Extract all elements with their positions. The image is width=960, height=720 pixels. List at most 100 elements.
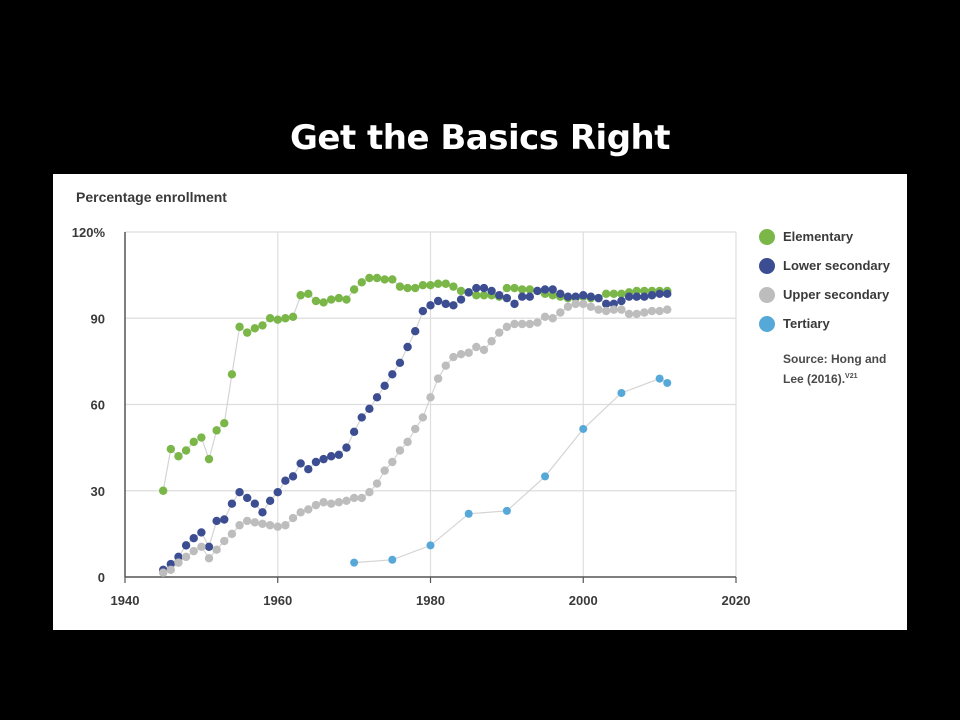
upper-secondary-point [601,306,611,316]
lower-secondary-point [640,292,649,301]
lower-secondary-point [540,285,550,294]
elementary-point [525,285,534,294]
upper-secondary-point [158,568,168,577]
source-superscript: V21 [845,373,858,380]
upper-secondary-point [426,393,435,402]
lower-secondary-point [609,299,618,309]
elementary-point [227,370,237,379]
tertiary-point [655,374,664,383]
lower-secondary-point [487,286,496,296]
upper-secondary-point [403,437,412,447]
source-note: Source: Hong and Lee (2016).V21 [783,351,898,388]
lower-secondary-point [243,493,252,503]
upper-secondary-point [418,413,428,422]
elementary-point [342,295,351,304]
upper-secondary-point [327,499,336,508]
elementary-point [617,289,626,299]
lower-secondary-point [411,326,420,336]
elementary-point [189,437,198,447]
lower-secondary-point [365,404,374,414]
elementary-point [181,446,191,455]
lower-secondary-point [227,499,237,508]
upper-secondary-point [166,565,176,575]
lower-secondary-point [250,499,260,508]
elementary-point [517,285,527,294]
upper-secondary-point [525,319,534,329]
elementary-point [311,296,321,306]
upper-secondary-point [388,457,397,467]
elementary-point [327,295,336,304]
lower-secondary-point [395,358,405,368]
upper-secondary-point [556,308,565,317]
upper-secondary-point [357,493,366,503]
tertiary-point [502,506,511,515]
lower-secondary-point [594,293,603,303]
lower-secondary-point [426,301,435,310]
upper-secondary-point [517,319,527,329]
elementary-point [472,291,481,300]
upper-secondary-point [540,312,550,322]
tertiary-point [579,424,588,433]
enrollment-chart: 0 30 60 90 120% 1940 1960 1980 2000 2020 [72,225,751,608]
tertiary-point [663,378,672,387]
upper-secondary-point [640,308,649,317]
elementary-point [365,273,374,283]
lower-secondary-point [334,450,344,460]
upper-secondary-point [204,554,214,563]
lower-secondary-point [288,472,298,481]
x-tick-label: 2020 [722,593,751,608]
upper-secondary-point [655,306,664,316]
upper-secondary-point [441,361,450,370]
lower-secondary-point [624,292,634,301]
lower-secondary-point [563,292,573,301]
elementary-point [395,282,405,291]
elementary-point [372,273,382,283]
tertiary-point [617,389,626,397]
upper-secondary-point [456,349,466,359]
upper-secondary-point [342,496,351,506]
lower-secondary-point [647,291,657,300]
upper-secondary-point [304,505,313,514]
x-tick-label: 1980 [416,593,445,608]
elementary-point [411,283,420,293]
elementary-point [250,324,260,333]
upper-secondary-point [265,521,275,530]
elementary-point [212,426,221,435]
elementary-point [273,315,282,324]
elementary-point [418,280,428,290]
lower-secondary-point [464,288,473,297]
elementary-point [174,452,183,461]
elementary-point [502,283,512,293]
legend-swatch-lower-secondary [759,257,775,274]
lower-secondary-point [327,452,336,461]
lower-secondary-point [441,299,450,309]
lower-secondary-point [571,292,580,301]
legend-label-elementary: Elementary [783,229,854,244]
lower-secondary-point [601,299,611,309]
lower-secondary-point [319,454,328,464]
elementary-point [632,286,641,296]
upper-secondary-point [449,352,458,362]
tertiary-point [388,555,397,564]
lower-secondary-point [273,487,282,497]
lower-secondary-point [220,515,229,524]
lower-secondary-point [479,283,489,293]
lower-secondary-point [311,457,321,467]
lower-secondary-point [197,528,206,537]
y-tick-label: 90 [91,311,105,326]
elementary-point [510,283,519,293]
elementary-point [319,298,328,307]
legend-label-tertiary: Tertiary [783,316,830,331]
elementary-point [304,289,313,299]
upper-secondary-point [548,314,557,323]
x-tick-label: 1960 [263,593,292,608]
elementary-point [479,291,489,300]
upper-secondary-point [502,322,512,332]
lower-secondary-point [403,342,412,352]
tertiary-point [541,472,550,481]
upper-secondary-point [433,374,443,383]
upper-secondary-point [220,536,229,546]
tertiary-connector-line [354,377,668,564]
legend-label-lower-secondary: Lower secondary [783,258,890,273]
lower-secondary-point [204,542,214,552]
